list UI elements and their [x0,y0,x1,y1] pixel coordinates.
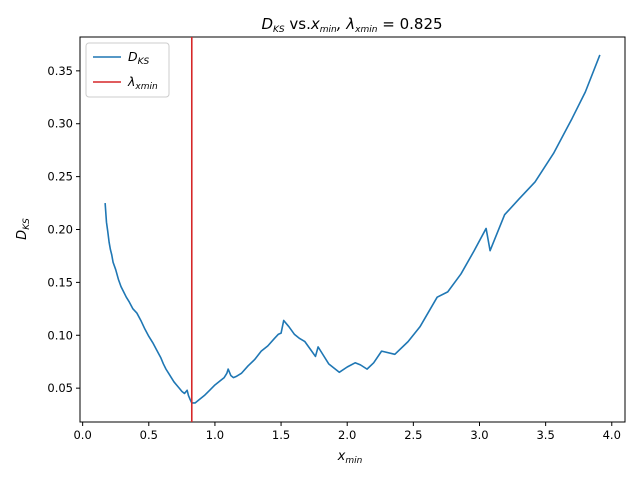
x-tick-label: 4.0 [603,428,621,442]
x-tick-label: 2.0 [338,428,356,442]
y-tick-label: 0.20 [47,223,73,237]
x-axis-label-main: x [337,449,346,464]
y-tick-label: 0.30 [47,117,73,131]
title-var: x [310,15,320,33]
y-tick-label: 0.35 [47,64,73,78]
title-main-sub: KS [273,25,285,35]
title-lambda: , λ [337,15,355,33]
title-var-sub: min [320,25,337,35]
x-tick-label: 0.5 [140,428,158,442]
x-ticks: 0.0 0.5 1.0 1.5 2.0 2.5 3.0 3.5 4.0 [73,422,621,442]
x-axis-label: xmin [337,449,363,466]
legend-label-dks: DKS [128,49,150,67]
y-axis-label-sub: KS [22,218,32,230]
series-layer [104,37,601,422]
legend: DKS λxmin [85,42,170,98]
title-value: = 0.825 [377,15,442,33]
y-axis-label-main: D [15,230,30,240]
x-tick-label: 0.0 [73,428,91,442]
legend-label-lambda: λxmin [127,74,158,92]
y-axis-label: DKS [15,218,32,240]
y-tick-label: 0.10 [47,328,73,342]
title-middle: vs. [285,15,311,33]
x-tick-label: 3.5 [536,428,554,442]
title-main: D [261,15,273,33]
x-tick-label: 3.0 [470,428,488,442]
y-ticks: 0.05 0.10 0.15 0.20 0.25 0.30 0.35 [47,64,80,395]
y-tick-label: 0.25 [47,170,73,184]
chart-title: DKS vs.xmin, λxmin = 0.825 [261,15,442,35]
x-axis-label-sub: min [345,456,362,466]
x-tick-label: 1.5 [272,428,290,442]
y-tick-label: 0.15 [47,275,73,289]
title-lambda-sub: xmin [354,25,378,35]
series-line-dks [104,54,601,404]
x-tick-label: 2.5 [404,428,422,442]
x-tick-label: 1.0 [206,428,224,442]
y-tick-label: 0.05 [47,381,73,395]
